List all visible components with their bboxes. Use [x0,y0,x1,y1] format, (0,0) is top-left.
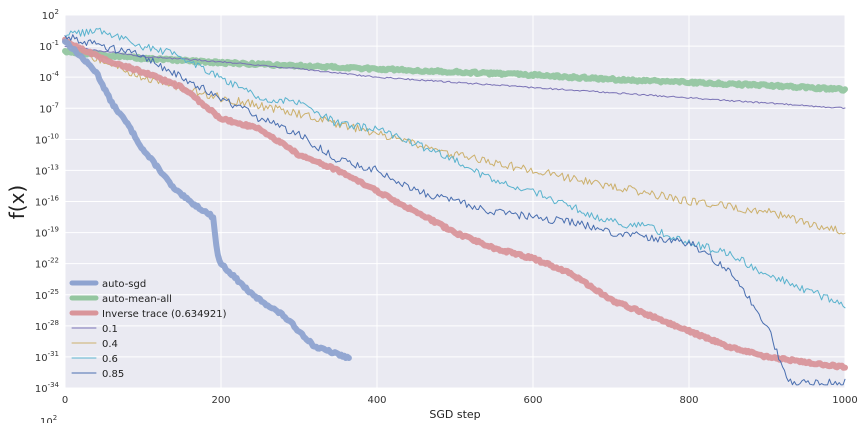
legend-label: 0.6 [102,354,118,365]
series-line-0-85 [64,34,846,386]
legend-label: 0.1 [102,324,118,335]
y-ticks: 102 10-1 10-4 10-7 10-10 10-13 10-16 10-19 10-22… [35,8,60,395]
series-line-auto-sgd [62,38,352,361]
y-tick-label: 10-34 [35,381,60,395]
y-axis-label: f(x) [5,185,29,219]
y-tick-label: 10-10 [35,132,59,146]
y-tick-label: 102 [42,8,59,22]
y-tick-label: 10-13 [35,163,59,177]
y-tick-label: 10-28 [35,319,59,333]
y-tick-label: 10-4 [39,70,59,84]
series-line-inverse-trace-0-634921- [62,36,848,371]
x-ticks: 0 200 400 600 800 1000 [62,395,858,406]
legend-label: auto-mean-all [102,294,172,305]
y-tick-label: 10-19 [35,226,59,240]
series-line-auto-mean-all [62,48,848,94]
y-tick-label: 10-25 [35,288,59,302]
extra-tick-label: 102 [40,414,57,423]
x-tick-label: 1000 [832,395,857,406]
legend-label: 0.4 [102,339,118,350]
x-tick-label: 800 [679,395,698,406]
legend: auto-sgd auto-mean-all Inverse trace (0.63… [69,279,227,380]
series-layer [62,27,848,386]
y-tick-label: 10-31 [35,350,59,364]
x-tick-label: 600 [523,395,542,406]
y-tick-label: 10-16 [35,195,60,209]
y-tick-label: 10-1 [39,39,59,53]
legend-label: Inverse trace (0.634921) [102,309,227,320]
series-line-0-4 [64,42,846,235]
legend-label: auto-sgd [102,279,146,290]
y-tick-label: 10-7 [39,101,59,115]
x-tick-label: 200 [211,395,230,406]
legend-label: 0.85 [102,369,124,380]
x-tick-label: 400 [367,395,386,406]
y-tick-label: 10-22 [35,257,59,271]
series-line-0-1 [64,45,846,109]
x-axis-label: SGD step [429,408,480,421]
x-tick-label: 0 [62,395,68,406]
series-line-0-6 [64,27,846,309]
